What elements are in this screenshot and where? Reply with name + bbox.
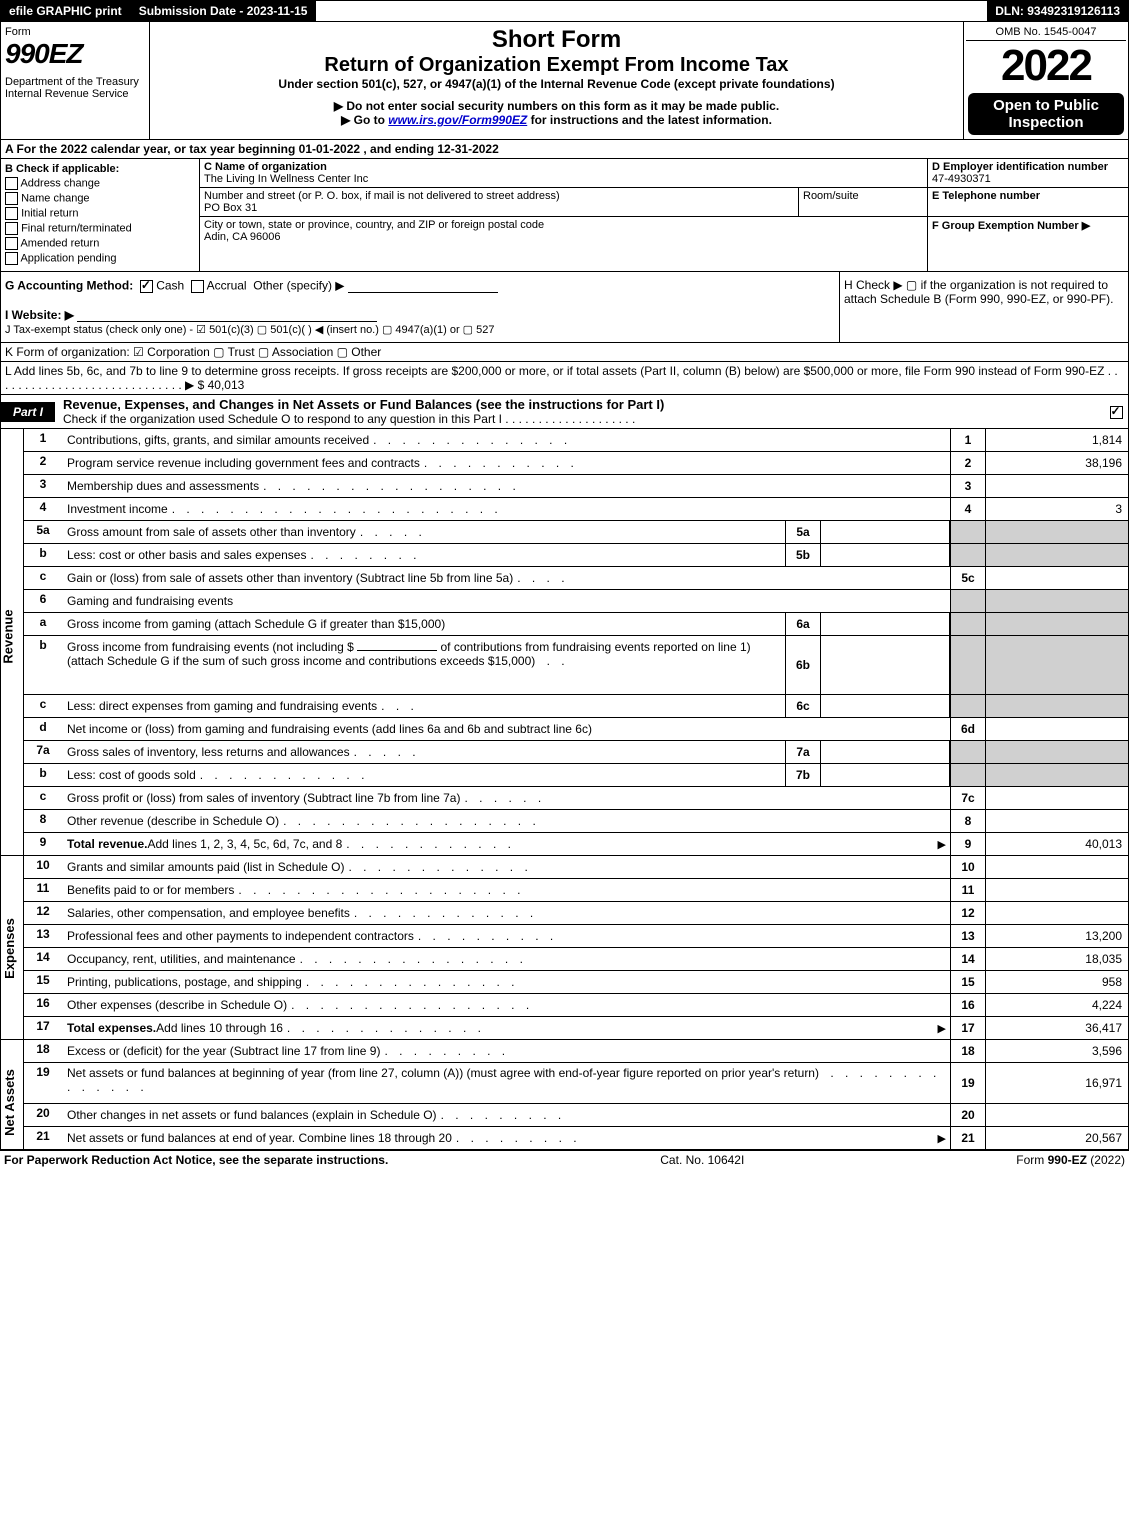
part1-schedule-o-check[interactable] — [1110, 406, 1123, 419]
line-11-val — [986, 879, 1128, 901]
org-address: PO Box 31 — [204, 202, 257, 214]
section-h: H Check ▶ ▢ if the organization is not r… — [839, 272, 1128, 342]
line-17-val: 36,417 — [986, 1017, 1128, 1039]
f-label: F Group Exemption Number ▶ — [932, 220, 1090, 232]
expenses-side-label: Expenses — [1, 856, 24, 1039]
footer-right: Form 990-EZ (2022) — [1016, 1153, 1125, 1167]
section-c: C Name of organization The Living In Wel… — [200, 159, 927, 271]
gross-receipts-amount: 40,013 — [208, 378, 245, 392]
line-8-val — [986, 810, 1128, 832]
cb-cash[interactable] — [140, 280, 153, 293]
cb-name-change[interactable]: Name change — [5, 192, 195, 205]
tax-year: 2022 — [966, 41, 1126, 91]
room-suite-label: Room/suite — [799, 188, 927, 216]
goto-instructions: ▶ Go to www.irs.gov/Form990EZ for instru… — [154, 113, 959, 127]
cb-final-return[interactable]: Final return/terminated — [5, 222, 195, 235]
cb-application-pending[interactable]: Application pending — [5, 252, 195, 265]
header-left: Form 990EZ Department of the Treasury In… — [1, 22, 150, 139]
ssn-warning: ▶ Do not enter social security numbers o… — [154, 99, 959, 113]
netassets-side-label: Net Assets — [1, 1040, 24, 1149]
addr-label: Number and street (or P. O. box, if mail… — [204, 190, 560, 202]
line-12-val — [986, 902, 1128, 924]
footer-left: For Paperwork Reduction Act Notice, see … — [4, 1153, 388, 1167]
section-k: K Form of organization: ☑ Corporation ▢ … — [0, 343, 1129, 362]
revenue-section: Revenue 1Contributions, gifts, grants, a… — [0, 429, 1129, 856]
website-field[interactable] — [77, 307, 377, 322]
line-7a-val — [821, 741, 950, 763]
line-5a-val — [821, 521, 950, 543]
part1-header: Part I Revenue, Expenses, and Changes in… — [0, 395, 1129, 429]
line-6b-val — [821, 636, 950, 694]
line-4-val: 3 — [986, 498, 1128, 520]
cb-address-change[interactable]: Address change — [5, 177, 195, 190]
line-18-val: 3,596 — [986, 1040, 1128, 1062]
header-center: Short Form Return of Organization Exempt… — [150, 22, 964, 139]
line-9-val: 40,013 — [986, 833, 1128, 855]
section-g: G Accounting Method: Cash Accrual Other … — [1, 272, 839, 342]
part1-title: Revenue, Expenses, and Changes in Net As… — [55, 395, 1104, 428]
line-1-val: 1,814 — [986, 429, 1128, 451]
section-gh: G Accounting Method: Cash Accrual Other … — [0, 272, 1129, 343]
expenses-section: Expenses 10Grants and similar amounts pa… — [0, 856, 1129, 1040]
irs-link[interactable]: www.irs.gov/Form990EZ — [388, 113, 527, 127]
department-label: Department of the Treasury Internal Reve… — [5, 76, 145, 100]
revenue-side-label: Revenue — [1, 429, 24, 855]
page-footer: For Paperwork Reduction Act Notice, see … — [0, 1150, 1129, 1169]
line-10-val — [986, 856, 1128, 878]
line-7b-val — [821, 764, 950, 786]
c-label: C Name of organization — [204, 161, 327, 173]
section-i-label: I Website: ▶ — [5, 308, 74, 322]
cb-amended-return[interactable]: Amended return — [5, 237, 195, 250]
header-right: OMB No. 1545-0047 2022 Open to Public In… — [964, 22, 1128, 139]
efile-label: efile GRAPHIC print — [1, 1, 131, 21]
section-j: J Tax-exempt status (check only one) - ☑… — [5, 324, 494, 336]
line-5b-val — [821, 544, 950, 566]
g-label: G Accounting Method: — [5, 279, 133, 293]
short-form-title: Short Form — [154, 26, 959, 54]
d-label: D Employer identification number — [932, 161, 1108, 173]
section-b-title: B Check if applicable: — [5, 163, 119, 175]
form-header: Form 990EZ Department of the Treasury In… — [0, 22, 1129, 140]
form-number: 990EZ — [5, 38, 145, 70]
other-method-field[interactable] — [348, 278, 498, 293]
line-14-val: 18,035 — [986, 948, 1128, 970]
part1-label: Part I — [1, 402, 55, 422]
omb-number: OMB No. 1545-0047 — [966, 24, 1126, 41]
line-7c-val — [986, 787, 1128, 809]
form-label: Form — [5, 26, 145, 38]
line-21-val: 20,567 — [986, 1127, 1128, 1149]
footer-center: Cat. No. 10642I — [388, 1153, 1016, 1167]
line-5c-val — [986, 567, 1128, 589]
under-section: Under section 501(c), 527, or 4947(a)(1)… — [154, 77, 959, 91]
net-assets-section: Net Assets 18Excess or (deficit) for the… — [0, 1040, 1129, 1150]
cb-accrual[interactable] — [191, 280, 204, 293]
line-6d-val — [986, 718, 1128, 740]
section-l: L Add lines 5b, 6c, and 7b to line 9 to … — [0, 362, 1129, 395]
cb-initial-return[interactable]: Initial return — [5, 207, 195, 220]
org-city: Adin, CA 96006 — [204, 231, 280, 243]
submission-date: Submission Date - 2023-11-15 — [131, 1, 317, 21]
e-label: E Telephone number — [932, 190, 1040, 202]
city-label: City or town, state or province, country… — [204, 219, 544, 231]
top-bar: efile GRAPHIC print Submission Date - 20… — [0, 0, 1129, 22]
section-b-checkboxes: B Check if applicable: Address change Na… — [1, 159, 200, 271]
line-16-val: 4,224 — [986, 994, 1128, 1016]
line-20-val — [986, 1104, 1128, 1126]
line-19-val: 16,971 — [986, 1063, 1128, 1103]
return-title: Return of Organization Exempt From Incom… — [154, 54, 959, 77]
line-13-val: 13,200 — [986, 925, 1128, 947]
line-a: A For the 2022 calendar year, or tax yea… — [0, 140, 1129, 159]
line-2-val: 38,196 — [986, 452, 1128, 474]
section-b-row: B Check if applicable: Address change Na… — [0, 159, 1129, 272]
line-3-val — [986, 475, 1128, 497]
org-name: The Living In Wellness Center Inc — [204, 173, 368, 185]
line-15-val: 958 — [986, 971, 1128, 993]
line-6c-val — [821, 695, 950, 717]
ein-value: 47-4930371 — [932, 173, 991, 185]
line-6a-val — [821, 613, 950, 635]
dln-label: DLN: 93492319126113 — [987, 1, 1128, 21]
inspection-box: Open to Public Inspection — [968, 93, 1124, 135]
section-def: D Employer identification number 47-4930… — [927, 159, 1128, 271]
